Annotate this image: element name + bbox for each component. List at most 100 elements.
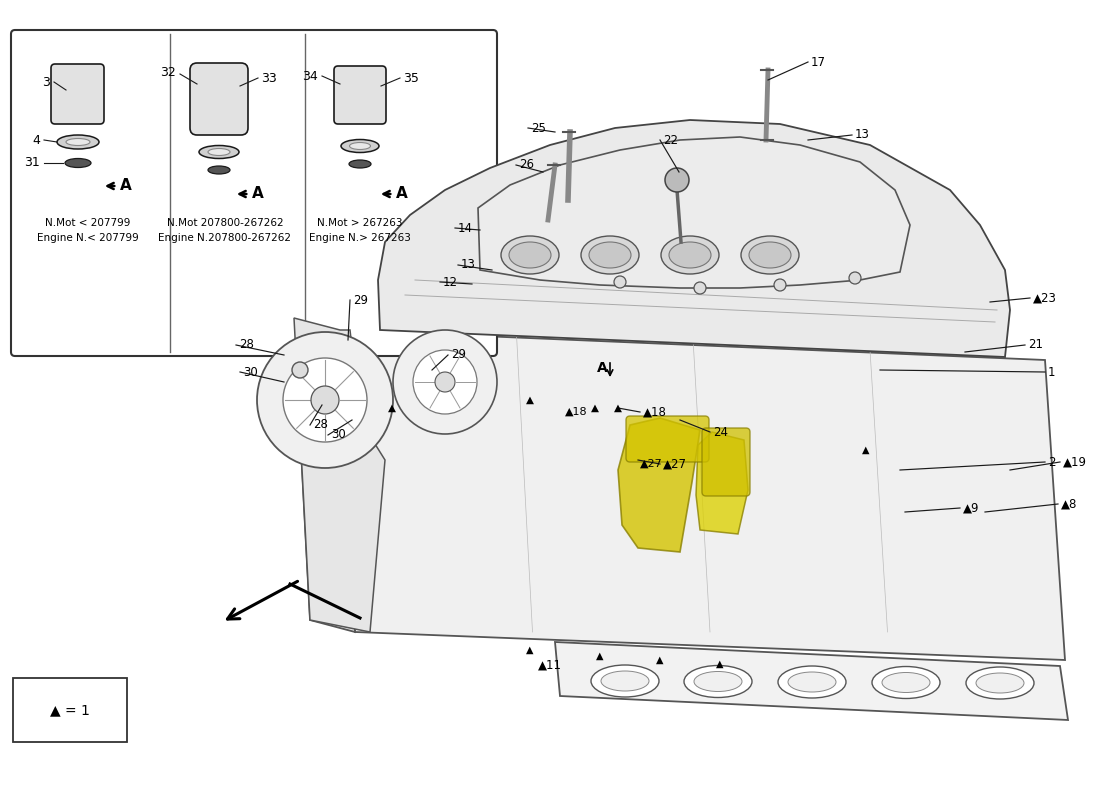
- Text: 30: 30: [331, 429, 345, 442]
- Text: ▲27: ▲27: [663, 458, 688, 470]
- Ellipse shape: [684, 666, 752, 698]
- FancyBboxPatch shape: [13, 678, 127, 742]
- Polygon shape: [556, 642, 1068, 720]
- Text: ▲23: ▲23: [1033, 291, 1057, 305]
- FancyBboxPatch shape: [626, 416, 710, 462]
- Ellipse shape: [966, 667, 1034, 699]
- Text: 32: 32: [161, 66, 176, 79]
- Circle shape: [412, 350, 477, 414]
- Ellipse shape: [591, 665, 659, 697]
- Ellipse shape: [749, 242, 791, 268]
- Text: 13: 13: [855, 129, 870, 142]
- Ellipse shape: [872, 666, 940, 698]
- Ellipse shape: [581, 236, 639, 274]
- Circle shape: [614, 276, 626, 288]
- Text: A: A: [108, 178, 132, 194]
- Text: 13: 13: [461, 258, 476, 271]
- Text: ▲: ▲: [596, 651, 604, 661]
- Polygon shape: [618, 418, 700, 552]
- Polygon shape: [478, 137, 910, 288]
- Text: 30: 30: [243, 366, 257, 378]
- Ellipse shape: [601, 671, 649, 691]
- Text: ▲18: ▲18: [644, 406, 667, 418]
- Text: A: A: [240, 186, 264, 202]
- Circle shape: [666, 168, 689, 192]
- Text: 2: 2: [1048, 455, 1056, 469]
- Text: 28: 28: [239, 338, 254, 351]
- Ellipse shape: [741, 236, 799, 274]
- Ellipse shape: [694, 671, 743, 691]
- Text: ▲27: ▲27: [640, 459, 662, 469]
- Text: 33: 33: [261, 71, 277, 85]
- Text: 22: 22: [663, 134, 678, 146]
- Text: ▲9: ▲9: [962, 502, 979, 514]
- Ellipse shape: [208, 149, 230, 155]
- Text: 1: 1: [1048, 366, 1056, 378]
- Text: ▲: ▲: [388, 403, 396, 413]
- Circle shape: [311, 386, 339, 414]
- Ellipse shape: [57, 135, 99, 149]
- Ellipse shape: [661, 236, 719, 274]
- Text: 25: 25: [531, 122, 546, 134]
- Polygon shape: [340, 330, 1065, 660]
- Text: 26: 26: [519, 158, 534, 171]
- Circle shape: [849, 272, 861, 284]
- Text: 3: 3: [42, 75, 50, 89]
- Ellipse shape: [349, 160, 371, 168]
- FancyBboxPatch shape: [190, 63, 248, 135]
- Text: ▲: ▲: [591, 403, 600, 413]
- Text: A: A: [596, 361, 607, 375]
- Text: ▲: ▲: [716, 659, 724, 669]
- Text: 34: 34: [302, 70, 318, 82]
- Ellipse shape: [509, 242, 551, 268]
- Text: N.Mot < 207799
Engine N.< 207799: N.Mot < 207799 Engine N.< 207799: [37, 218, 139, 242]
- Ellipse shape: [65, 158, 91, 167]
- Ellipse shape: [588, 242, 631, 268]
- Text: a passion for: a passion for: [605, 551, 855, 589]
- Text: 31: 31: [24, 157, 40, 170]
- Ellipse shape: [350, 142, 371, 150]
- Ellipse shape: [788, 672, 836, 692]
- Circle shape: [774, 279, 786, 291]
- Text: 17: 17: [811, 55, 826, 69]
- Circle shape: [393, 330, 497, 434]
- FancyBboxPatch shape: [11, 30, 497, 356]
- Circle shape: [257, 332, 393, 468]
- Text: ▲: ▲: [614, 403, 622, 413]
- Circle shape: [283, 358, 367, 442]
- Text: 35: 35: [403, 71, 419, 85]
- Ellipse shape: [208, 166, 230, 174]
- Text: ▲ = 1: ▲ = 1: [51, 703, 90, 717]
- Text: ▲: ▲: [862, 445, 870, 455]
- Text: 12: 12: [443, 275, 458, 289]
- Text: ▲: ▲: [526, 645, 534, 655]
- Text: ▲: ▲: [526, 395, 534, 405]
- Text: A: A: [384, 186, 408, 202]
- Text: 24: 24: [713, 426, 728, 438]
- Text: ▲: ▲: [657, 655, 663, 665]
- Text: N.Mot > 267263
Engine N.> 267263: N.Mot > 267263 Engine N.> 267263: [309, 218, 411, 242]
- Text: 21: 21: [1028, 338, 1043, 351]
- Ellipse shape: [66, 138, 90, 146]
- Text: 29: 29: [353, 294, 369, 306]
- Polygon shape: [696, 432, 748, 534]
- Text: 14: 14: [458, 222, 473, 234]
- Ellipse shape: [199, 146, 239, 158]
- Ellipse shape: [341, 139, 380, 153]
- Circle shape: [694, 282, 706, 294]
- Text: ▲8: ▲8: [1062, 498, 1077, 510]
- Text: 4: 4: [32, 134, 40, 146]
- Ellipse shape: [500, 236, 559, 274]
- Circle shape: [434, 372, 455, 392]
- Text: 28: 28: [314, 418, 328, 431]
- Text: 29: 29: [451, 349, 466, 362]
- Text: ▲19: ▲19: [1063, 455, 1087, 469]
- FancyBboxPatch shape: [702, 428, 750, 496]
- Text: N.Mot 207800-267262
Engine N.207800-267262: N.Mot 207800-267262 Engine N.207800-2672…: [158, 218, 292, 242]
- Polygon shape: [378, 120, 1010, 357]
- Polygon shape: [294, 318, 385, 632]
- Polygon shape: [294, 318, 355, 632]
- Text: since 1985: since 1985: [786, 355, 954, 385]
- Ellipse shape: [778, 666, 846, 698]
- Ellipse shape: [882, 673, 930, 693]
